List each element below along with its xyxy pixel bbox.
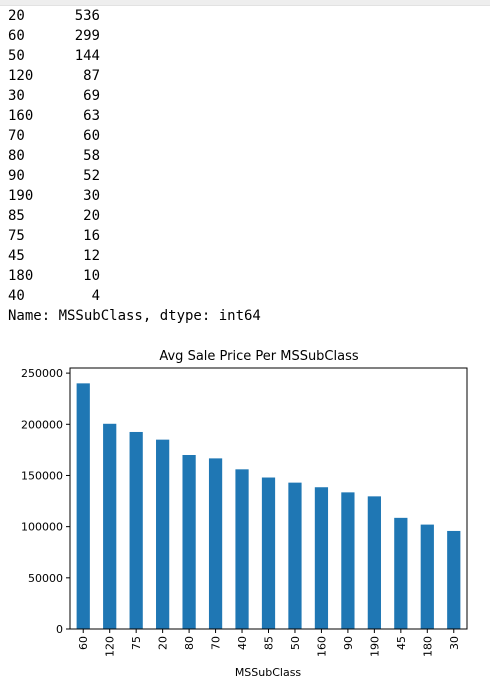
x-tick-label: 190 [368, 636, 381, 657]
row-key: 50 [8, 48, 25, 64]
x-tick-label: 50 [289, 636, 302, 650]
row-count: 12 [83, 248, 100, 264]
bar-90 [341, 492, 355, 629]
bar-85 [261, 477, 276, 629]
x-tick-label: 120 [104, 636, 117, 657]
value-counts-row: 80 58 [8, 146, 261, 166]
bar-160 [314, 487, 329, 629]
row-count: 30 [83, 188, 100, 204]
bar-20 [156, 439, 170, 629]
bar-190 [367, 496, 381, 629]
x-tick-label: 180 [421, 636, 434, 657]
chart-svg: Avg Sale Price Per MSSubClass 0 50000 1000… [21, 349, 468, 679]
value-counts-row: 60 299 [8, 26, 261, 46]
bars [76, 383, 461, 629]
value-counts-row: 160 63 [8, 106, 261, 126]
row-count: 69 [83, 88, 100, 104]
row-count: 52 [83, 168, 100, 184]
x-tick-label: 85 [263, 636, 276, 650]
row-key: 30 [8, 88, 25, 104]
row-key: 180 [8, 268, 34, 284]
y-tick-label: 150000 [21, 469, 63, 482]
plot-frame [69, 367, 468, 630]
value-counts-row: 180 10 [8, 266, 261, 286]
bar-40 [235, 469, 249, 629]
row-count: 144 [74, 48, 100, 64]
x-tick-label: 40 [236, 636, 249, 650]
x-tick-label: 90 [342, 636, 355, 650]
value-counts-row: 120 87 [8, 66, 261, 86]
bar-75 [129, 431, 143, 629]
row-count: 536 [74, 8, 100, 24]
value-counts-row: 85 20 [8, 206, 261, 226]
value-counts-row: 75 16 [8, 226, 261, 246]
cell-top-border [0, 0, 490, 6]
chart-title: Avg Sale Price Per MSSubClass [159, 349, 359, 364]
x-tick-label: 45 [395, 636, 408, 650]
value-counts-row: 90 52 [8, 166, 261, 186]
value-counts-output: 20 536 60 299 50 144 120 87 30 69 160 63 70 60 80 58 90 5… [8, 6, 261, 326]
row-key: 70 [8, 128, 25, 144]
x-tick-label: 160 [315, 636, 328, 657]
y-tick-label: 200000 [21, 418, 63, 431]
series-footer: Name: MSSubClass, dtype: int64 [8, 308, 261, 324]
row-key: 80 [8, 148, 25, 164]
row-count: 299 [74, 28, 100, 44]
row-count: 20 [83, 208, 100, 224]
value-counts-row: 190 30 [8, 186, 261, 206]
bar-80 [182, 455, 196, 629]
x-axis: 60 120 75 20 80 70 40 85 50 160 90 190 45 180 30 [77, 629, 461, 657]
x-axis-label: MSSubClass [235, 666, 302, 679]
value-counts-row: 70 60 [8, 126, 261, 146]
row-count: 16 [83, 228, 100, 244]
row-count: 4 [91, 288, 100, 304]
row-count: 87 [83, 68, 100, 84]
value-counts-row: 45 12 [8, 246, 261, 266]
bar-180 [420, 524, 434, 629]
y-tick-label: 0 [56, 623, 63, 636]
row-key: 90 [8, 168, 25, 184]
row-count: 63 [83, 108, 100, 124]
row-key: 60 [8, 28, 25, 44]
value-counts-row: 40 4 [8, 286, 261, 306]
bar-45 [394, 517, 408, 629]
bar-60 [76, 383, 90, 629]
x-tick-label: 30 [448, 636, 461, 650]
y-tick-label: 50000 [28, 572, 63, 585]
row-key: 120 [8, 68, 34, 84]
x-tick-label: 75 [130, 636, 143, 650]
row-key: 45 [8, 248, 25, 264]
y-axis: 0 50000 100000 150000 200000 250000 [21, 367, 70, 636]
row-count: 58 [83, 148, 100, 164]
bar-chart: Avg Sale Price Per MSSubClass 0 50000 1000… [0, 340, 490, 693]
value-counts-row: 30 69 [8, 86, 261, 106]
x-tick-label: 60 [77, 636, 90, 650]
row-key: 190 [8, 188, 34, 204]
row-count: 60 [83, 128, 100, 144]
row-key: 75 [8, 228, 25, 244]
row-key: 40 [8, 288, 25, 304]
value-counts-row: 20 536 [8, 6, 261, 26]
bar-70 [208, 458, 223, 629]
bar-50 [288, 482, 302, 629]
row-key: 160 [8, 108, 34, 124]
value-counts-row: 50 144 [8, 46, 261, 66]
x-tick-label: 20 [157, 636, 170, 650]
bar-120 [103, 423, 117, 629]
row-key: 85 [8, 208, 25, 224]
bar-30 [447, 530, 461, 629]
row-key: 20 [8, 8, 25, 24]
row-count: 10 [83, 268, 100, 284]
x-tick-label: 70 [210, 636, 223, 650]
y-tick-label: 100000 [21, 521, 63, 534]
x-tick-label: 80 [183, 636, 196, 650]
y-tick-label: 250000 [21, 367, 63, 380]
